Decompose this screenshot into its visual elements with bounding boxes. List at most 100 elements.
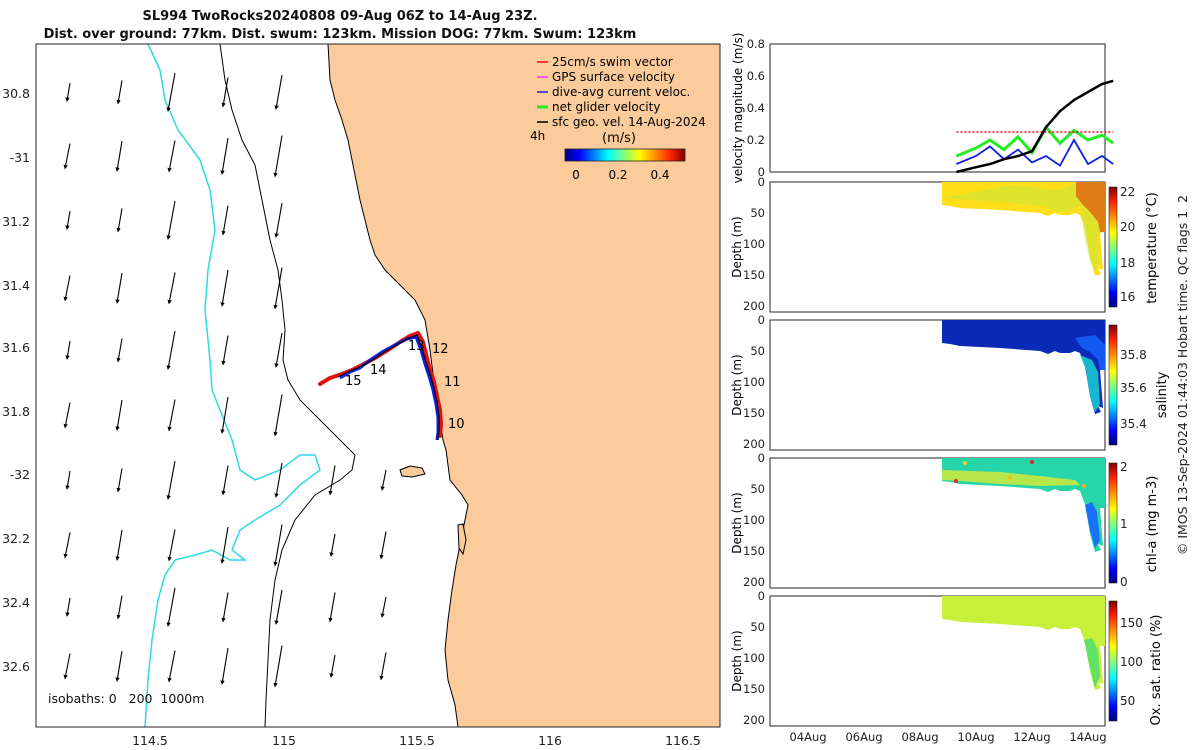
velocity-series: [955, 79, 1115, 174]
salinity-cbar-tick: 35.4: [1120, 417, 1147, 431]
lat-tick-label: -31: [10, 150, 30, 165]
depth-tick-label: 150: [743, 544, 765, 558]
velocity-tick-label: 0.4: [747, 101, 765, 115]
legend-speed-unit: (m/s): [602, 131, 636, 146]
geo-velocity-arrow: [167, 140, 176, 173]
isobaths-label: isobaths: 0 200 1000m: [48, 691, 204, 706]
svg-text:25cm/s swim vector: 25cm/s swim vector: [552, 55, 673, 69]
depth-tick-label: 100: [743, 513, 765, 527]
geo-velocity-arrow: [328, 592, 336, 623]
geo-velocity-arrow: [328, 465, 336, 496]
legend-item: GPS surface velocity: [537, 70, 675, 84]
depth-tick-label: 0: [758, 313, 765, 327]
depth-tick-label: 100: [743, 375, 765, 389]
track-net-black: [337, 334, 440, 441]
velocity-series-line: [956, 138, 1114, 167]
geo-velocity-arrow: [220, 396, 229, 434]
velocity-panel[interactable]: 0 0.2 0.4 0.6 0.8 velocity magnitude (m/…: [731, 33, 1115, 184]
salinity-panel[interactable]: 35.4 35.6 35.8 salinity: [769, 319, 1170, 451]
day-marker-12: 12: [432, 342, 449, 357]
temperature-panel[interactable]: 16 18 20 22 temperature (°C): [769, 181, 1160, 313]
lat-tick-label: 32.4: [2, 595, 30, 610]
time-tick-label: 08Aug: [901, 730, 938, 744]
depth-tick-label: 200: [743, 437, 765, 451]
geo-velocity-arrow: [379, 652, 387, 681]
day-markers: 10 11 12 13 14 15: [345, 339, 465, 432]
day-marker-14: 14: [370, 363, 387, 378]
geo-velocity-arrow: [63, 275, 71, 302]
chla-panel[interactable]: 0 1 2 chl-a (mg m-3): [769, 457, 1160, 589]
temperature-cbar-tick: 16: [1120, 290, 1135, 304]
velocity-series-line: [956, 79, 1114, 174]
depth-tick-label: 100: [743, 237, 765, 251]
geo-velocity-arrow: [220, 647, 229, 685]
oxygen-axes-box: [769, 595, 1106, 727]
velocity-y-axis: 0 0.2 0.4 0.6 0.8: [747, 37, 765, 179]
lat-tick-label: 30.8: [2, 86, 30, 101]
oxygen-label: Ox. sat. ratio (%): [1149, 615, 1164, 726]
oxygen-panel[interactable]: 50 100 150 Ox. sat. ratio (%): [769, 595, 1164, 727]
velocity-ylabel: velocity magnitude (m/s): [731, 33, 745, 184]
depth-tick-label: 200: [743, 713, 765, 727]
oxygen-colorbar: [1108, 600, 1118, 722]
svg-text:dive-avg current veloc.: dive-avg current veloc.: [552, 85, 690, 99]
legend-item: dive-avg current veloc.: [537, 85, 690, 99]
svg-text:GPS surface velocity: GPS surface velocity: [552, 70, 675, 84]
lon-tick-label: 114.5: [132, 733, 168, 748]
geo-velocity-arrow: [167, 529, 176, 562]
geo-velocity-arrow: [65, 210, 71, 230]
title-line-1: SL994 TwoRocks20240808 09-Aug 06Z to 14-…: [142, 9, 538, 24]
temperature-section-shade: [942, 182, 1105, 272]
lon-tick-label: 115: [272, 733, 296, 748]
lat-tick-label: 32.2: [2, 531, 30, 546]
glider-track[interactable]: [318, 331, 443, 441]
geo-velocity-arrow: [273, 645, 283, 688]
geo-velocity-arrow: [167, 399, 176, 432]
chla-hotspots: [954, 460, 1086, 488]
depth-tick-label: 50: [750, 482, 765, 496]
geo-velocity-arrow: [166, 587, 176, 627]
time-tick-label: 06Aug: [845, 730, 882, 744]
depth-tick-label: 150: [743, 268, 765, 282]
legend-item: sfc geo. vel. 14-Aug-2024: [537, 115, 706, 129]
geo-velocity-arrow: [380, 596, 387, 618]
chla-label: chl-a (mg m-3): [1145, 476, 1160, 573]
velocity-tick-label: 0.6: [747, 69, 765, 83]
geo-velocity-arrow: [166, 460, 176, 500]
geo-velocity-arrow: [65, 340, 71, 360]
credit-text: © IMOS 13-Sep-2024 01:44:03 Hobart time.…: [1175, 195, 1190, 555]
geo-velocity-arrow: [115, 650, 123, 682]
chla-deep-blue: [1085, 502, 1100, 548]
time-axis: 04Aug 06Aug 08Aug 10Aug 12Aug 14Aug: [789, 730, 1106, 744]
lat-tick-label: 31.4: [2, 278, 30, 293]
geo-velocity-arrow: [63, 653, 71, 680]
lat-tick-label: 31.2: [2, 214, 30, 229]
depth-tick-label: 150: [743, 682, 765, 696]
map-axes-box: [35, 43, 721, 728]
lon-tick-label: 116: [538, 733, 562, 748]
velocity-tick-label: 0: [758, 165, 765, 179]
map-legend: 25cm/s swim vector GPS surface velocity …: [530, 55, 706, 182]
geo-velocity-arrow: [116, 208, 123, 233]
geo-velocity-arrow: [63, 143, 71, 170]
geo-velocity-arrow: [273, 524, 283, 567]
depth-tick-label: 0: [758, 175, 765, 189]
depth-tick-label: 50: [750, 620, 765, 634]
salinity-cbar-ticks: 35.4 35.6 35.8: [1120, 348, 1147, 431]
chla-cbar-tick: 1: [1120, 517, 1128, 531]
map-lat-axis: 30.8 -31 31.2 31.4 31.6 31.8 -32 32.2 32…: [2, 86, 30, 674]
geo-velocity-arrow: [220, 137, 229, 175]
depth-tick-label: 200: [743, 299, 765, 313]
geo-velocity-arrow: [166, 200, 176, 240]
oxygen-cbar-tick: 150: [1120, 616, 1143, 630]
geo-velocity-arrow: [380, 469, 387, 491]
lon-tick-label: 115.5: [399, 733, 435, 748]
svg-text:net glider velocity: net glider velocity: [552, 100, 660, 114]
geo-velocity-arrow: [221, 335, 229, 366]
map-panel[interactable]: 10 11 12 13 14 15 30.8 -31 31.2 31.4 31.…: [2, 43, 721, 748]
geo-velocity-arrow: [221, 77, 229, 108]
lat-tick-label: 32.6: [2, 659, 30, 674]
geo-velocity-arrow: [65, 597, 71, 617]
chla-cbar-tick: 0: [1120, 575, 1128, 589]
